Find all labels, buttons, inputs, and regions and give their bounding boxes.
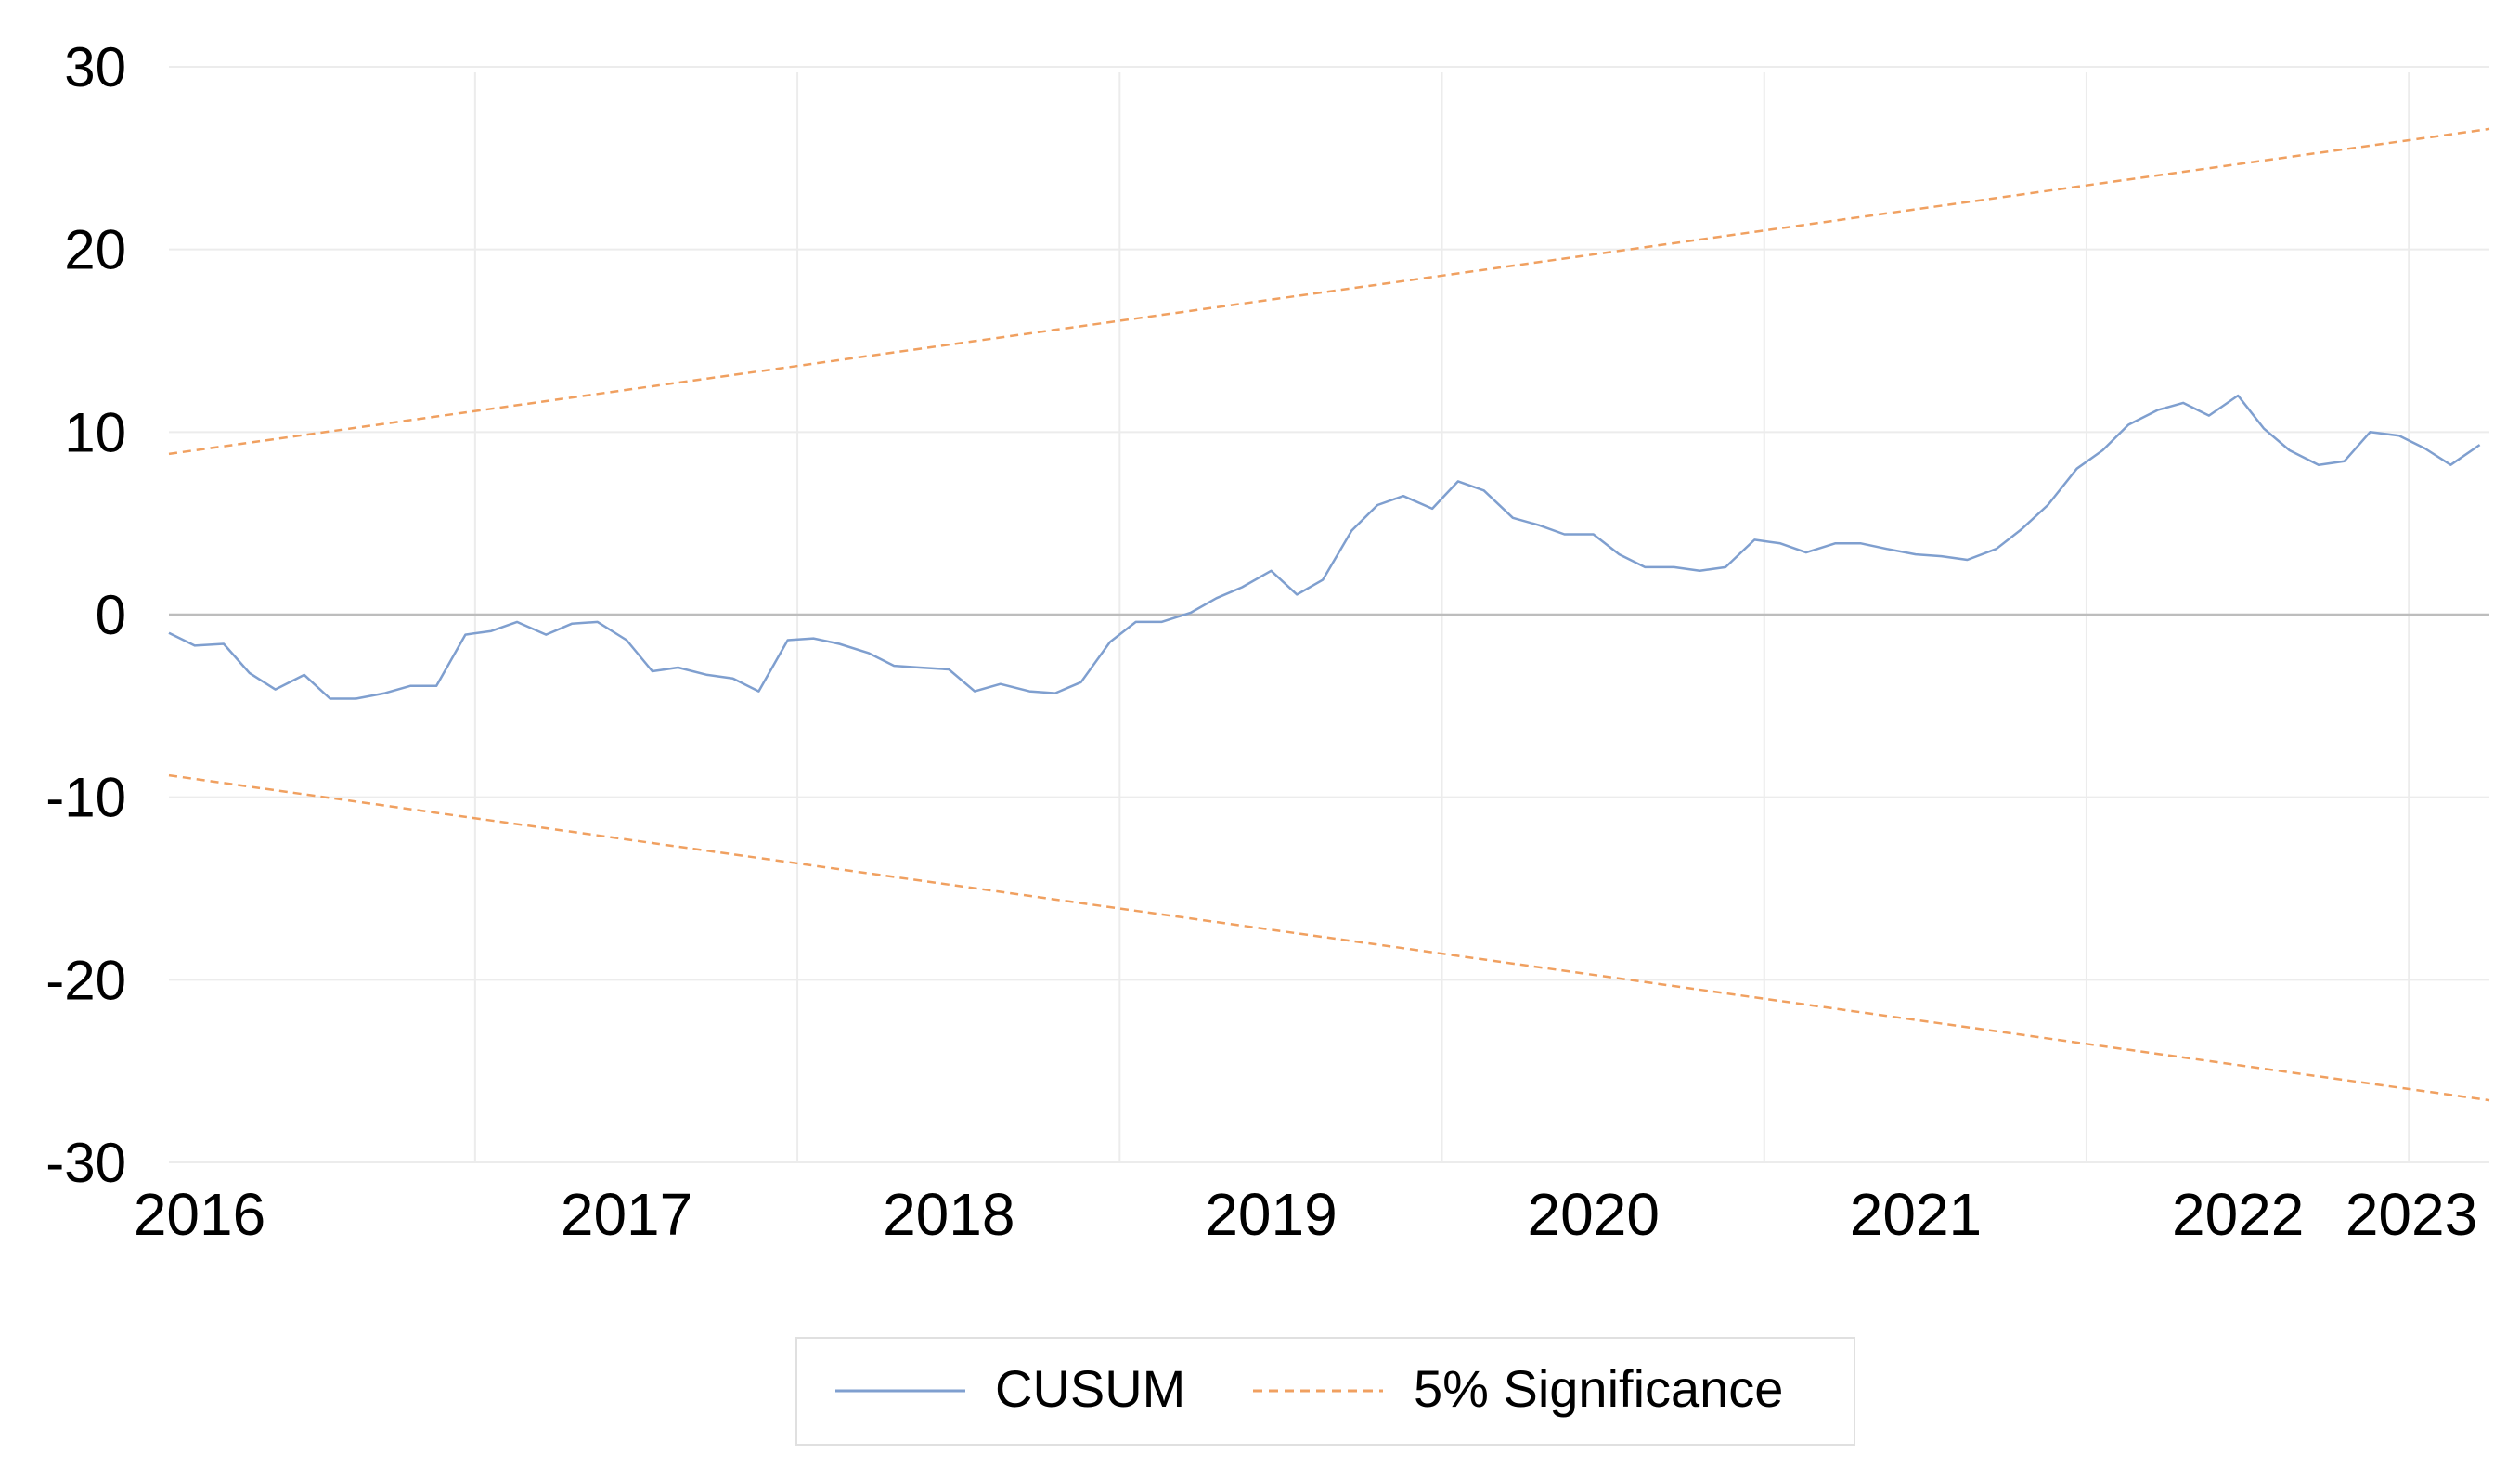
y-axis-ticks: 30 20 10 0 -10 -20 -30 — [45, 36, 126, 1194]
x-tick-label: 2016 — [134, 1181, 265, 1248]
significance-upper-line — [168, 127, 2490, 456]
legend: CUSUM 5% Significance — [795, 1337, 1855, 1446]
x-tick-label: 2021 — [1850, 1181, 1982, 1248]
x-tick-label: 2017 — [561, 1181, 692, 1248]
x-tick-label: 2019 — [1205, 1181, 1337, 1248]
y-tick-label: -10 — [45, 767, 126, 829]
y-tick-label: 10 — [64, 401, 126, 463]
x-tick-label: 2022 — [2172, 1181, 2304, 1248]
y-tick-label: 30 — [64, 36, 126, 98]
legend-label-cusum: CUSUM — [995, 1359, 1185, 1418]
legend-label-significance: 5% Significance — [1414, 1359, 1783, 1418]
significance-lower-line — [168, 773, 2490, 1102]
y-tick-label: 20 — [64, 219, 126, 281]
x-tick-label: 2020 — [1528, 1181, 1660, 1248]
x-tick-label: 2018 — [883, 1181, 1014, 1248]
series — [168, 127, 2490, 1102]
y-tick-label: 0 — [96, 584, 126, 646]
x-axis-ticks: 2016 2017 2018 2019 2020 2021 2022 2023 — [134, 1181, 2477, 1248]
x-tick-label: 2023 — [2346, 1181, 2477, 1248]
cusum-line — [168, 394, 2481, 700]
y-tick-label: -20 — [45, 949, 126, 1011]
grid — [169, 66, 2489, 1163]
y-tick-label: -30 — [45, 1132, 126, 1194]
